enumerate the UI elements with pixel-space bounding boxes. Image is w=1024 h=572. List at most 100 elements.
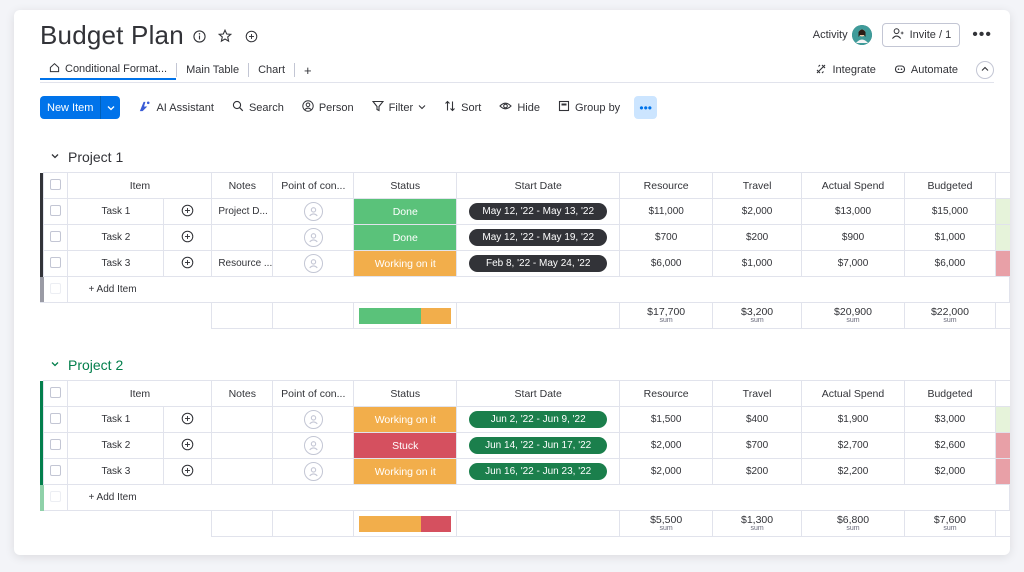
select-all-checkbox[interactable] <box>43 172 69 199</box>
resource-cell[interactable]: $2,000 <box>619 458 714 485</box>
item-name-cell[interactable]: Task 3 <box>67 250 165 277</box>
column-header-status[interactable]: Status <box>353 380 458 407</box>
column-header-item[interactable]: Item <box>67 380 213 407</box>
group-header[interactable]: Project 1 <box>50 149 123 165</box>
chevron-down-icon[interactable] <box>100 96 120 119</box>
table-row[interactable]: Task 3 Working on it Jun 16, '22 - Jun 2… <box>40 458 1010 485</box>
group-by-button[interactable]: Group by <box>558 100 620 115</box>
add-update-icon[interactable] <box>163 458 213 485</box>
date-cell[interactable]: Jun 14, '22 - Jun 17, '22 <box>456 432 621 459</box>
person-cell[interactable] <box>272 406 355 433</box>
column-header-actual-spend[interactable]: Actual Spend <box>801 380 905 407</box>
hide-button[interactable]: Hide <box>499 100 540 115</box>
add-update-icon[interactable] <box>163 250 213 277</box>
notes-cell[interactable] <box>211 432 274 459</box>
ai-assistant-button[interactable]: AI Assistant <box>138 100 214 116</box>
column-header-resource[interactable]: Resource <box>619 380 714 407</box>
status-cell[interactable]: Working on it <box>353 406 458 433</box>
column-header-travel[interactable]: Travel <box>712 172 803 199</box>
filter-button[interactable]: Filter <box>371 100 426 115</box>
status-cell[interactable]: Working on it <box>353 458 458 485</box>
actual-spend-cell[interactable]: $7,000 <box>801 250 905 277</box>
resource-cell[interactable]: $700 <box>619 224 714 251</box>
notes-cell[interactable] <box>211 406 274 433</box>
sort-button[interactable]: Sort <box>444 100 481 115</box>
actual-spend-cell[interactable]: $13,000 <box>801 198 905 225</box>
status-summary[interactable] <box>353 510 458 537</box>
status-cell[interactable]: Done <box>353 224 458 251</box>
add-update-icon[interactable] <box>163 432 213 459</box>
chevron-down-icon[interactable] <box>50 151 60 164</box>
date-cell[interactable]: May 12, '22 - May 19, '22 <box>456 224 621 251</box>
row-checkbox[interactable] <box>43 198 69 225</box>
integrate-button[interactable]: Integrate <box>815 63 876 78</box>
add-item-row[interactable]: + Add Item <box>40 484 1010 511</box>
notes-cell[interactable] <box>211 224 274 251</box>
row-checkbox[interactable] <box>43 458 69 485</box>
search-button[interactable]: Search <box>232 100 284 115</box>
tab-chart[interactable]: Chart <box>249 60 294 80</box>
budgeted-cell[interactable]: $2,000 <box>903 458 996 485</box>
budgeted-cell[interactable]: $6,000 <box>903 250 996 277</box>
group-title[interactable]: Project 2 <box>68 357 124 373</box>
date-cell[interactable]: Jun 16, '22 - Jun 23, '22 <box>456 458 621 485</box>
table-row[interactable]: Task 1 Working on it Jun 2, '22 - Jun 9,… <box>40 406 1010 433</box>
status-cell[interactable]: Stuck <box>353 432 458 459</box>
more-options-icon[interactable]: ••• <box>972 26 992 43</box>
column-header-notes[interactable]: Notes <box>211 380 274 407</box>
group-header[interactable]: Project 2 <box>50 357 123 373</box>
table-row[interactable]: Task 1 Project D... Done May 12, '22 - M… <box>40 198 1010 225</box>
star-icon[interactable] <box>217 28 233 44</box>
person-cell[interactable] <box>272 432 355 459</box>
row-checkbox[interactable] <box>43 406 69 433</box>
actual-spend-cell[interactable]: $1,900 <box>801 406 905 433</box>
budgeted-cell[interactable]: $1,000 <box>903 224 996 251</box>
person-cell[interactable] <box>272 458 355 485</box>
column-header-poc[interactable]: Point of con... <box>272 172 355 199</box>
row-checkbox[interactable] <box>43 432 69 459</box>
table-row[interactable]: Task 2 Done May 12, '22 - May 19, '22 $7… <box>40 224 1010 251</box>
resource-cell[interactable]: $2,000 <box>619 432 714 459</box>
add-item-row[interactable]: + Add Item <box>40 276 1010 303</box>
item-name-cell[interactable]: Task 1 <box>67 406 165 433</box>
notes-cell[interactable]: Project D... <box>211 198 274 225</box>
date-cell[interactable]: May 12, '22 - May 13, '22 <box>456 198 621 225</box>
notes-cell[interactable] <box>211 458 274 485</box>
resource-cell[interactable]: $1,500 <box>619 406 714 433</box>
budgeted-cell[interactable]: $3,000 <box>903 406 996 433</box>
add-update-icon[interactable] <box>163 224 213 251</box>
invite-button[interactable]: Invite / 1 <box>881 23 961 47</box>
chevron-down-icon[interactable] <box>50 359 60 372</box>
activity-button[interactable]: Activity <box>813 25 872 45</box>
resource-cell[interactable]: $11,000 <box>619 198 714 225</box>
travel-cell[interactable]: $200 <box>712 458 803 485</box>
actual-spend-cell[interactable]: $2,700 <box>801 432 905 459</box>
status-cell[interactable]: Done <box>353 198 458 225</box>
item-name-cell[interactable]: Task 1 <box>67 198 165 225</box>
travel-cell[interactable]: $200 <box>712 224 803 251</box>
travel-cell[interactable]: $2,000 <box>712 198 803 225</box>
column-header-start-date[interactable]: Start Date <box>456 172 621 199</box>
new-item-label[interactable]: New Item <box>47 101 94 114</box>
item-name-cell[interactable]: Task 3 <box>67 458 165 485</box>
column-header-budgeted[interactable]: Budgeted <box>903 172 996 199</box>
collapse-header-button[interactable] <box>976 61 994 79</box>
automate-button[interactable]: Automate <box>894 63 958 78</box>
person-cell[interactable] <box>272 224 355 251</box>
column-header-actual-spend[interactable]: Actual Spend <box>801 172 905 199</box>
status-cell[interactable]: Working on it <box>353 250 458 277</box>
column-header-start-date[interactable]: Start Date <box>456 380 621 407</box>
status-summary[interactable] <box>353 302 458 329</box>
add-update-icon[interactable] <box>163 198 213 225</box>
info-icon[interactable] <box>191 28 207 44</box>
person-cell[interactable] <box>272 198 355 225</box>
more-actions-icon[interactable]: ••• <box>634 96 658 119</box>
add-update-icon[interactable] <box>163 406 213 433</box>
select-all-checkbox[interactable] <box>43 380 69 407</box>
column-header-item[interactable]: Item <box>67 172 213 199</box>
add-view-button[interactable]: + <box>295 60 321 80</box>
column-header-travel[interactable]: Travel <box>712 380 803 407</box>
notes-cell[interactable]: Resource ... <box>211 250 274 277</box>
column-header-notes[interactable]: Notes <box>211 172 274 199</box>
add-item-input[interactable]: + Add Item <box>67 276 1010 303</box>
